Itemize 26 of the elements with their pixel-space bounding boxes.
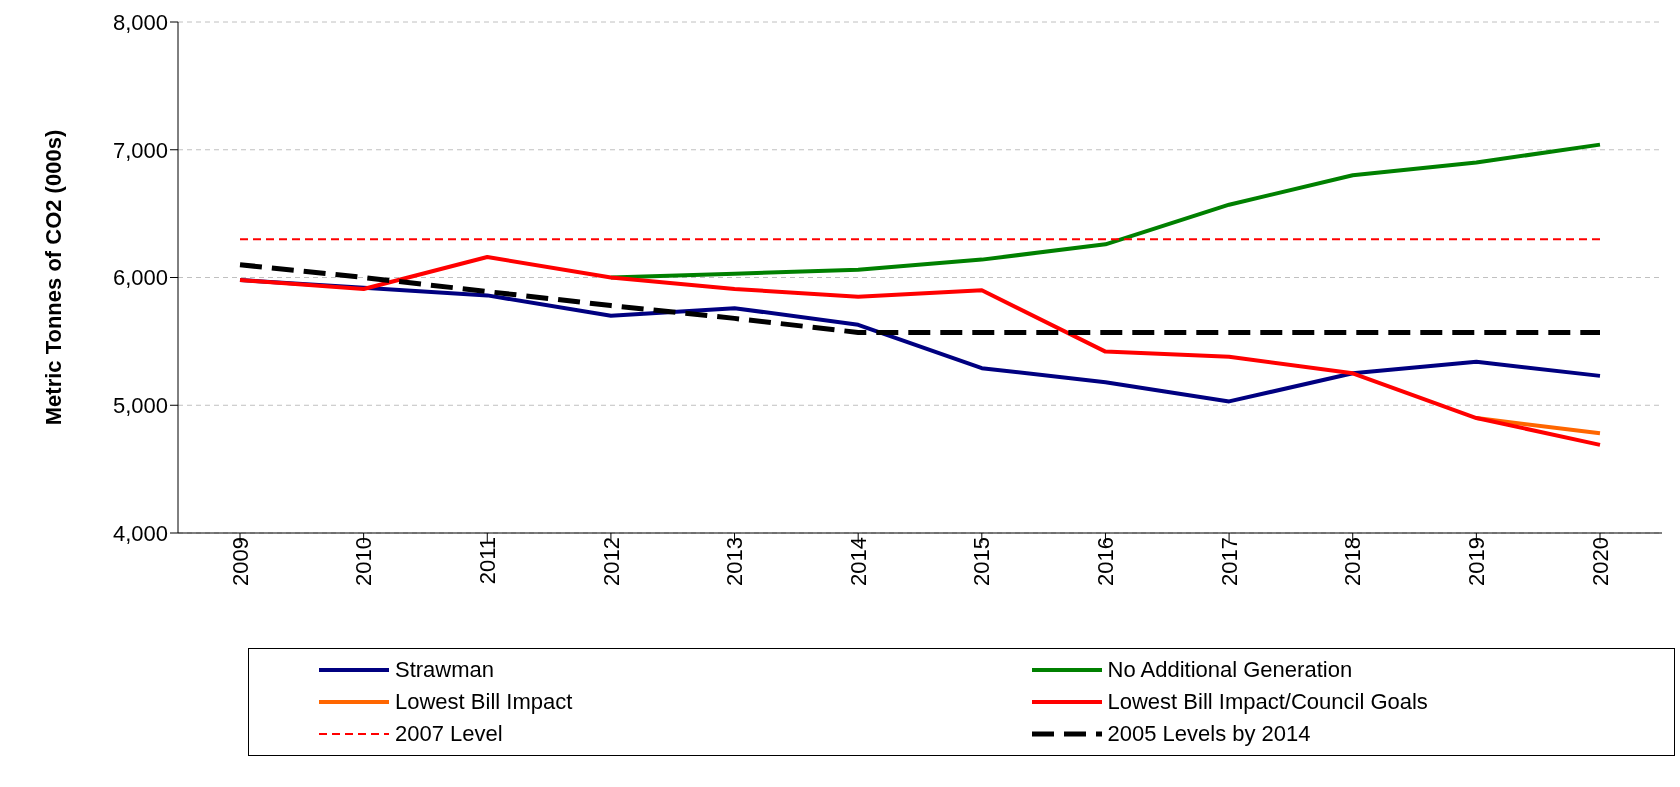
x-tick-label: 2016: [1093, 537, 1119, 586]
x-tick-label: 2020: [1587, 537, 1613, 586]
y-tick-label: 5,000: [112, 393, 168, 419]
x-tick-label: 2013: [722, 537, 748, 586]
y-tick-label: 7,000: [112, 137, 168, 163]
x-tick-label: 2017: [1216, 537, 1242, 586]
x-tick-label: 2011: [474, 537, 500, 585]
legend-label: Strawman: [395, 657, 495, 683]
legend-label: Lowest Bill Impact: [395, 689, 573, 715]
y-tick-label: 6,000: [112, 265, 168, 291]
line-series: [608, 142, 1602, 280]
x-tick-label: 2014: [845, 537, 871, 586]
y-tick-label: 8,000: [112, 9, 168, 35]
x-tick-label: 2012: [598, 537, 624, 586]
legend-label: Lowest Bill Impact/Council Goals: [1107, 689, 1428, 715]
y-tick-label: 4,000: [112, 520, 168, 546]
x-tick-label: 2009: [227, 537, 253, 586]
y-axis-title: Metric Tonnes of CO2 (000s): [40, 129, 66, 426]
x-tick-label: 2015: [969, 537, 995, 586]
legend-label: 2005 Levels by 2014: [1107, 721, 1311, 747]
legend-label: 2007 Level: [395, 721, 503, 747]
legend-label: No Additional Generation: [1107, 657, 1353, 683]
line-series: [238, 255, 1602, 447]
x-tick-label: 2010: [351, 537, 377, 586]
x-tick-label: 2019: [1463, 537, 1489, 586]
x-tick-label: 2018: [1340, 537, 1366, 586]
